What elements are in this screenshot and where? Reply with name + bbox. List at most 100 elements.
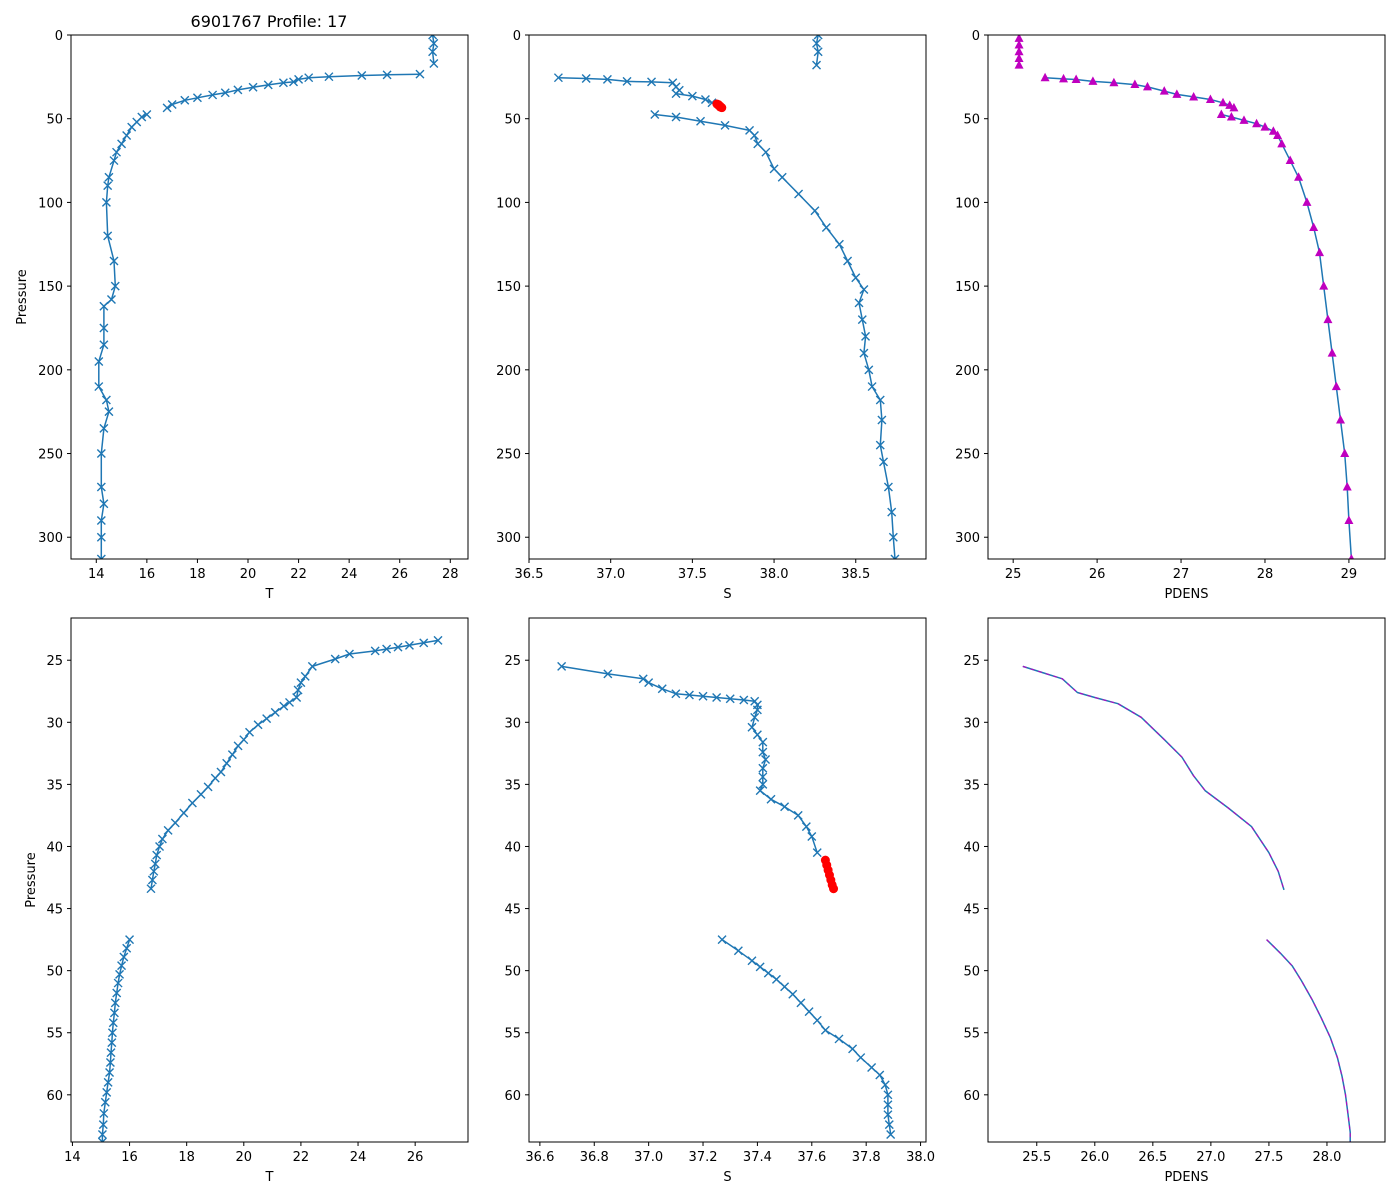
data-point xyxy=(382,644,392,654)
data-point xyxy=(700,94,710,104)
x-tick-label: 26.5 xyxy=(1138,1150,1167,1165)
data-point xyxy=(1331,381,1341,391)
data-point xyxy=(1344,515,1354,524)
data-point xyxy=(801,822,811,832)
data-point xyxy=(106,1048,116,1058)
data-point xyxy=(253,720,263,730)
data-point xyxy=(419,638,429,648)
data-point xyxy=(300,671,310,681)
data-point xyxy=(304,73,314,83)
data-point xyxy=(415,69,425,79)
x-tick-label: 18 xyxy=(178,1150,195,1165)
data-point xyxy=(671,112,681,122)
data-point xyxy=(1340,448,1350,458)
series-group xyxy=(1014,35,1355,559)
y-axis-label: Pressure xyxy=(15,269,30,325)
axes-frame xyxy=(528,34,927,560)
data-point xyxy=(867,382,877,392)
data-point xyxy=(883,1100,893,1110)
data-point xyxy=(886,1130,896,1140)
data-point xyxy=(115,969,125,979)
data-point xyxy=(162,103,172,113)
data-point xyxy=(581,74,591,84)
data-point xyxy=(671,689,681,699)
data-point xyxy=(657,684,667,694)
axes-frame xyxy=(987,34,1386,560)
y-tick-label: 50 xyxy=(963,113,980,128)
data-point xyxy=(1319,281,1329,290)
x-tick-label: 36.6 xyxy=(525,1150,554,1165)
y-tick-label: 25 xyxy=(46,654,63,669)
chart-S-zoom: 36.6 36.8 37.0 37.2 37.4 37.6 37.8 38.0 25 30 35 40… xyxy=(504,617,935,1185)
x-tick-label: 25.5 xyxy=(1022,1150,1051,1165)
data-point xyxy=(810,206,820,216)
y-tick-label: 200 xyxy=(955,364,980,379)
x-tick-label: 20 xyxy=(240,567,257,582)
data-point xyxy=(856,1053,866,1063)
data-point xyxy=(220,88,230,98)
data-point xyxy=(854,298,864,308)
series-line-t-mixed xyxy=(150,639,439,889)
data-point xyxy=(813,35,823,40)
x-tick-label: 27.0 xyxy=(1196,1150,1225,1165)
y-tick-label: 100 xyxy=(38,196,63,211)
data-point xyxy=(203,782,213,792)
data-point xyxy=(1252,118,1262,128)
data-point xyxy=(777,172,787,182)
data-point xyxy=(433,635,443,645)
data-point xyxy=(1040,72,1050,82)
data-point xyxy=(1071,74,1081,84)
data-point xyxy=(101,395,111,405)
data-point xyxy=(717,935,727,945)
data-point xyxy=(796,998,806,1008)
data-point xyxy=(248,82,258,92)
data-point xyxy=(187,798,197,808)
data-point xyxy=(758,737,768,747)
data-point xyxy=(875,440,885,450)
data-point xyxy=(155,841,165,851)
data-point xyxy=(749,130,759,140)
x-tick-label: 28 xyxy=(1257,567,1274,582)
x-axis-label: T xyxy=(265,587,274,602)
data-point xyxy=(1014,35,1024,42)
x-tick-label: 28.0 xyxy=(1312,1150,1341,1165)
data-point xyxy=(404,640,414,650)
y-tick-label: 300 xyxy=(955,531,980,546)
y-tick-label: 250 xyxy=(496,448,521,463)
data-point xyxy=(370,646,380,656)
data-point xyxy=(109,1008,119,1018)
y-tick-label: 45 xyxy=(46,903,63,918)
data-point xyxy=(1226,112,1236,121)
data-point xyxy=(99,499,109,509)
x-tick-label: 37.6 xyxy=(797,1150,826,1165)
data-point xyxy=(103,231,113,241)
data-point xyxy=(101,197,111,207)
data-point xyxy=(788,989,798,999)
data-point xyxy=(293,685,303,695)
y-tick-label: 250 xyxy=(955,448,980,463)
data-point xyxy=(752,705,762,715)
y-tick-label: 25 xyxy=(963,654,980,669)
data-point xyxy=(812,1015,822,1025)
x-tick-label: 24 xyxy=(341,567,358,582)
data-point xyxy=(875,1070,885,1080)
data-point xyxy=(382,70,392,80)
y-tick-label: 60 xyxy=(963,1089,980,1104)
data-point xyxy=(1336,415,1346,424)
y-tick-label: 150 xyxy=(955,280,980,295)
y-tick-label: 50 xyxy=(504,113,521,128)
data-point xyxy=(96,532,106,542)
series-line-s-mixed xyxy=(561,665,818,853)
data-point xyxy=(758,747,768,757)
data-point xyxy=(638,674,648,684)
series-line-s-deep xyxy=(654,113,896,559)
y-tick-label: 40 xyxy=(963,840,980,855)
data-point xyxy=(750,696,760,706)
series-group xyxy=(97,635,443,1142)
data-point xyxy=(813,47,823,57)
data-point xyxy=(761,755,771,765)
x-tick-label: 28 xyxy=(442,567,459,582)
data-point xyxy=(717,103,727,113)
data-point xyxy=(96,516,106,525)
axes-frame xyxy=(70,617,469,1143)
